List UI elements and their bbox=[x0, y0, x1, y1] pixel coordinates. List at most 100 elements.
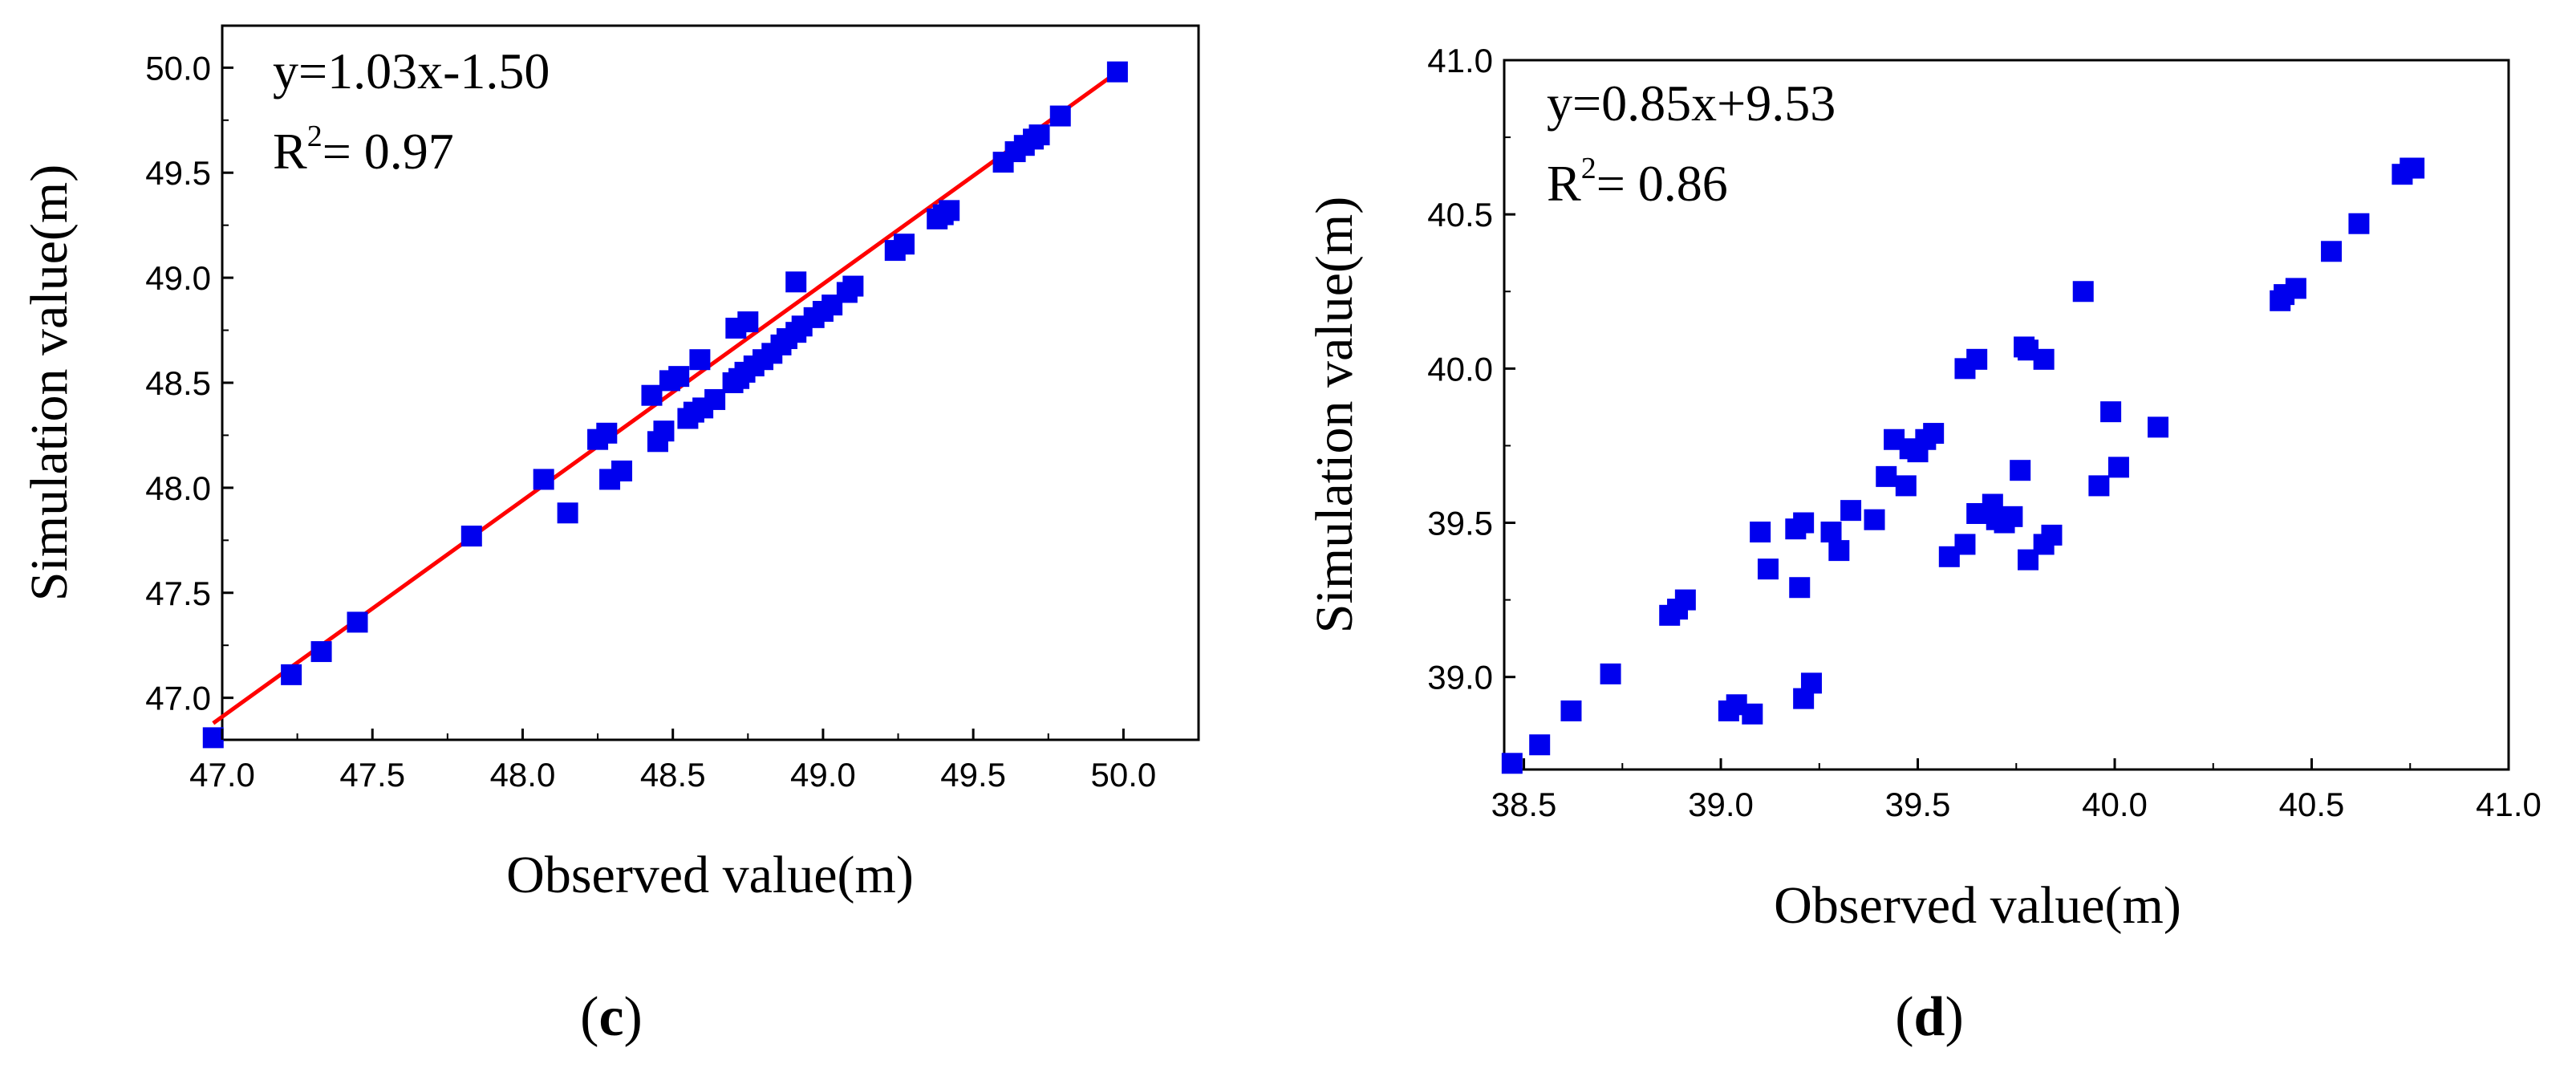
y-tick-label: 39.5 bbox=[1427, 505, 1493, 542]
data-point bbox=[1529, 734, 1551, 756]
data-point bbox=[1106, 61, 1128, 83]
data-point bbox=[281, 664, 302, 685]
data-point bbox=[737, 311, 759, 333]
x-tick-label: 48.5 bbox=[640, 756, 706, 794]
data-point bbox=[2285, 278, 2306, 299]
data-point bbox=[1750, 522, 1771, 543]
data-point bbox=[2100, 401, 2122, 423]
data-point bbox=[2107, 457, 2129, 478]
scatter-points-c bbox=[202, 61, 1128, 749]
x-tick-label: 50.0 bbox=[1091, 756, 1157, 794]
x-tick-label: 49.0 bbox=[790, 756, 856, 794]
chart-panel-d: 38.5 39.0 39.5 40.0 40.5 41.0 39.0 39.5 40.0 40.… bbox=[1305, 42, 2542, 1048]
y-axis-title-d: Simulation value(m) bbox=[1305, 197, 1364, 633]
data-point bbox=[1828, 540, 1850, 562]
data-point bbox=[1789, 577, 1811, 599]
data-point bbox=[785, 271, 807, 293]
data-point bbox=[2148, 416, 2169, 438]
data-point bbox=[939, 200, 960, 221]
r-squared-d: R2= 0.86 bbox=[1547, 152, 1728, 212]
data-point bbox=[533, 469, 554, 490]
data-point bbox=[1966, 348, 1988, 370]
data-point bbox=[2010, 460, 2031, 481]
plot-frame-d bbox=[1503, 59, 2510, 771]
data-point bbox=[1600, 663, 1621, 684]
panel-label-d: (d) bbox=[1895, 986, 1964, 1048]
x-tick-label: 49.5 bbox=[940, 756, 1006, 794]
data-point bbox=[2072, 281, 2094, 303]
y-tick-label: 41.0 bbox=[1427, 42, 1493, 79]
y-tick-label: 39.0 bbox=[1427, 659, 1493, 696]
y-tick-label: 49.5 bbox=[145, 154, 211, 192]
data-point bbox=[2033, 348, 2055, 370]
data-point bbox=[641, 384, 663, 406]
x-ticks-c: 47.0 47.5 48.0 48.5 49.0 49.5 50.0 bbox=[189, 729, 1156, 794]
x-axis-title-c: Observed value(m) bbox=[506, 846, 914, 904]
y-ticks-d: 39.0 39.5 40.0 40.5 41.0 bbox=[1427, 42, 1515, 696]
data-point bbox=[557, 502, 578, 524]
data-point bbox=[1793, 512, 1815, 534]
y-tick-label: 40.0 bbox=[1427, 350, 1493, 388]
scatter-points-d bbox=[1501, 157, 2425, 774]
data-point bbox=[1501, 753, 1523, 774]
data-point bbox=[689, 349, 711, 371]
data-point bbox=[2321, 241, 2343, 262]
y-axis-title-c: Simulation value(m) bbox=[20, 164, 79, 601]
x-axis-title-d: Observed value(m) bbox=[1774, 876, 2181, 935]
equation-c: y=1.03x-1.50 bbox=[273, 43, 550, 99]
x-tick-label: 48.0 bbox=[490, 756, 556, 794]
data-point bbox=[1923, 423, 1945, 445]
data-point bbox=[2404, 157, 2425, 179]
data-point bbox=[2002, 506, 2023, 527]
x-tick-label: 39.5 bbox=[1885, 786, 1951, 823]
data-point bbox=[347, 611, 368, 633]
data-point bbox=[2348, 213, 2370, 234]
data-point bbox=[1028, 124, 1050, 146]
data-point bbox=[611, 460, 633, 481]
data-point bbox=[2041, 524, 2063, 546]
x-tick-label: 40.0 bbox=[2082, 786, 2148, 823]
data-point bbox=[1674, 589, 1696, 611]
data-point bbox=[1895, 475, 1917, 497]
data-point bbox=[1560, 700, 1582, 721]
data-point bbox=[460, 526, 482, 547]
x-tick-label: 39.0 bbox=[1688, 786, 1754, 823]
equation-d: y=0.85x+9.53 bbox=[1547, 75, 1836, 132]
y-tick-label: 48.0 bbox=[145, 469, 211, 507]
y-tick-label: 47.5 bbox=[145, 575, 211, 612]
data-point bbox=[596, 422, 618, 444]
y-tick-label: 40.5 bbox=[1427, 196, 1493, 233]
data-point bbox=[1954, 534, 1976, 555]
y-tick-label: 49.0 bbox=[145, 259, 211, 297]
data-point bbox=[704, 388, 726, 410]
y-tick-label: 48.5 bbox=[145, 364, 211, 402]
data-point bbox=[310, 641, 332, 663]
data-point bbox=[1820, 522, 1842, 543]
data-point bbox=[1757, 558, 1779, 580]
data-point bbox=[653, 420, 675, 442]
data-point bbox=[1742, 703, 1763, 725]
data-point bbox=[1864, 509, 1885, 530]
data-point bbox=[2088, 475, 2110, 497]
data-point bbox=[202, 727, 224, 749]
data-point bbox=[1876, 465, 1897, 487]
x-tick-label: 38.5 bbox=[1491, 786, 1557, 823]
data-point bbox=[1049, 105, 1071, 127]
data-point bbox=[1800, 672, 1822, 694]
y-ticks-c: 47.0 47.5 48.0 48.5 49.0 49.5 50.0 bbox=[145, 49, 233, 717]
data-point bbox=[894, 233, 915, 255]
x-tick-label: 47.5 bbox=[339, 756, 405, 794]
x-tick-label: 40.5 bbox=[2279, 786, 2345, 823]
x-ticks-d: 38.5 39.0 39.5 40.0 40.5 41.0 bbox=[1491, 758, 2542, 823]
data-point bbox=[842, 275, 864, 297]
y-tick-label: 47.0 bbox=[145, 680, 211, 717]
panel-label-c: (c) bbox=[580, 986, 643, 1048]
y-tick-label: 50.0 bbox=[145, 49, 211, 87]
data-point bbox=[668, 366, 690, 388]
x-tick-label: 41.0 bbox=[2476, 786, 2542, 823]
x-tick-label: 47.0 bbox=[189, 756, 255, 794]
r-squared-c: R2= 0.97 bbox=[273, 120, 454, 180]
chart-panel-c: 47.0 47.5 48.0 48.5 49.0 49.5 50.0 47.0 47.5 48.… bbox=[20, 24, 1200, 1048]
data-point bbox=[1840, 500, 1862, 522]
